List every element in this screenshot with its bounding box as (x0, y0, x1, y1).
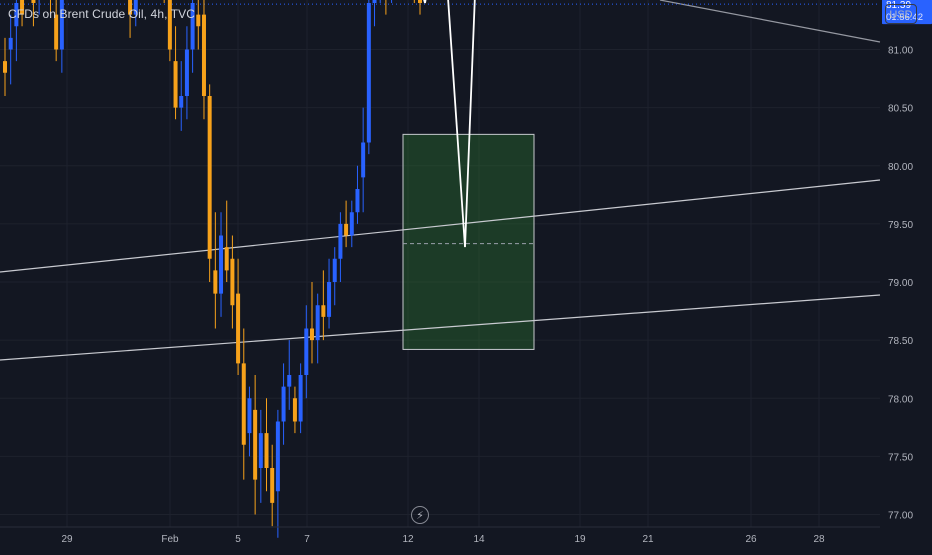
candle-body (8, 37, 13, 50)
y-tick-label: 80.00 (888, 162, 913, 173)
candle-body (230, 258, 235, 306)
candle-body (275, 421, 280, 492)
candle-body (190, 3, 195, 50)
candle-body (338, 223, 343, 259)
x-tick-label: 29 (61, 534, 73, 545)
last-price-label: 81.39 (886, 0, 911, 11)
candle-body (366, 3, 371, 143)
candle-body (213, 270, 218, 294)
candle-body (332, 258, 337, 282)
candle-body (219, 235, 224, 294)
candle-body (236, 293, 241, 364)
candle-body (327, 282, 332, 317)
x-tick-label: 12 (402, 534, 414, 545)
candle-body (247, 398, 252, 434)
candle-body (418, 0, 423, 3)
y-axis[interactable]: 77.00 77.50 78.00 78.50 79.00 79.50 80.00 80.50… (882, 0, 932, 522)
x-tick-label: 21 (642, 534, 654, 545)
candle-body (207, 96, 212, 259)
candle-body (292, 398, 297, 422)
countdown-label: 01:56:42 (886, 12, 923, 23)
candle-body (201, 14, 206, 96)
projection[interactable] (408, 0, 515, 248)
x-tick-label: 19 (574, 534, 586, 545)
chart-title: CFDs on Brent Crude Oil, 4h, TVC (8, 7, 196, 21)
upper-channel-line (0, 179, 881, 273)
candle-body (258, 433, 263, 468)
candle-body (167, 0, 172, 50)
price-levels[interactable] (0, 0, 880, 5)
last-price-tag (882, 0, 932, 25)
y-tick-label: 80.50 (888, 104, 913, 115)
candle-body (298, 375, 303, 422)
y-tick-label: 78.50 (888, 336, 913, 347)
candle-body (321, 305, 326, 317)
candle-body (264, 433, 269, 468)
candle-body (372, 0, 377, 3)
currency-button[interactable]: USD (885, 4, 917, 24)
lightning-icon[interactable]: ⚡ (411, 506, 429, 524)
y-tick-label: 79.00 (888, 278, 913, 289)
x-tick-label: 7 (304, 534, 310, 545)
candle-body (309, 328, 314, 341)
x-tick-label: 28 (813, 534, 825, 545)
candle-body (173, 61, 178, 108)
candle-body (184, 49, 189, 96)
candles (3, 0, 423, 538)
candle-body (349, 212, 354, 236)
zones (402, 133, 535, 350)
candle-body (3, 61, 7, 73)
candle-body (281, 386, 286, 422)
projection-path (423, 0, 476, 248)
y-tick-label: 77.50 (888, 452, 913, 463)
y-tick-label: 79.50 (888, 220, 913, 231)
x-tick-label: 5 (235, 534, 241, 545)
candle-body (31, 0, 36, 3)
candle-body (179, 96, 184, 108)
candle-body (287, 375, 292, 387)
candle-body (361, 142, 366, 178)
candle-body (304, 328, 309, 375)
candle-body (14, 3, 19, 27)
candle-body (128, 0, 133, 15)
candle-body (315, 305, 320, 341)
candle-body (196, 14, 201, 27)
candle-body (355, 189, 360, 213)
candle-body (54, 14, 59, 50)
y-tick-label: 77.00 (888, 511, 913, 522)
candle-body (224, 247, 229, 271)
candle-body (344, 223, 349, 236)
top-trend-line (659, 0, 881, 43)
trend-lines[interactable] (0, 0, 881, 361)
candle-body (20, 0, 25, 15)
candle-body (270, 468, 275, 503)
grid-lines (0, 0, 880, 527)
candle-body (241, 363, 246, 445)
x-axis[interactable]: 29 Feb 5 7 12 14 19 21 26 28 (0, 526, 880, 545)
candle-body (133, 0, 138, 15)
candle-body (59, 0, 64, 50)
y-tick-label: 81.00 (888, 46, 913, 57)
x-tick-label: Feb (161, 534, 179, 545)
y-tick-label: 78.00 (888, 394, 913, 405)
x-tick-label: 14 (473, 534, 485, 545)
lower-channel-line (0, 294, 881, 361)
x-tick-label: 26 (745, 534, 757, 545)
candle-body (253, 409, 258, 480)
